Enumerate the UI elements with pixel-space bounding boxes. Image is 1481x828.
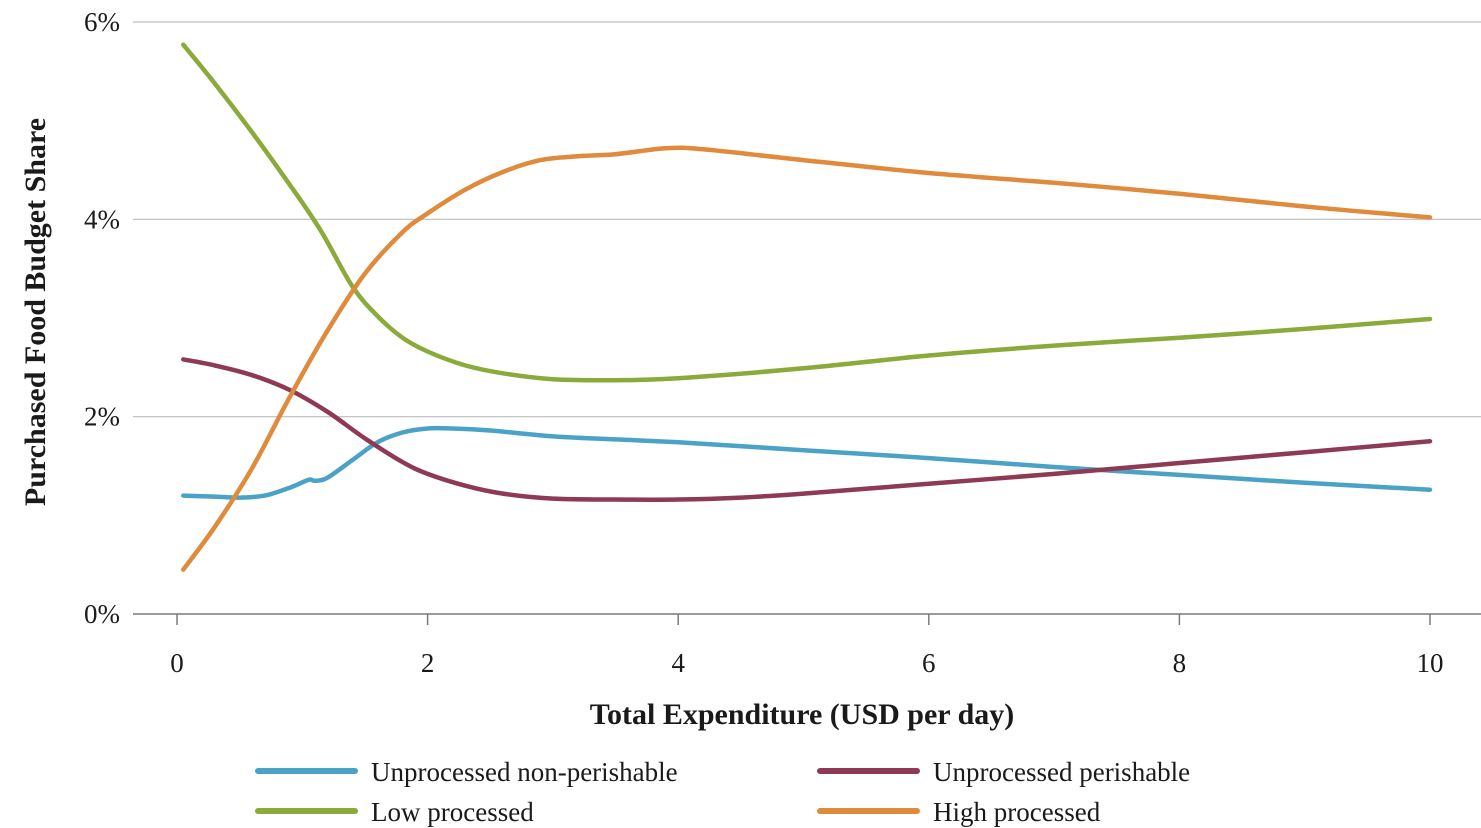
series-lines [181, 42, 1433, 572]
legend-item: Low processed [255, 797, 534, 827]
y-tick-label: 4% [84, 204, 120, 234]
legend-label: Low processed [371, 797, 534, 827]
y-tick-labels: 0% 2% 4% 6% [84, 7, 120, 629]
legend: Unprocessed non-perishable Unprocessed pe… [255, 757, 1190, 827]
legend-item: Unprocessed perishable [817, 757, 1190, 787]
series-line-unprocessed-perishable [181, 357, 1433, 502]
x-tick-label: 6 [922, 648, 936, 678]
series-line-high-processed [181, 145, 1433, 572]
x-axis-title: Total Expenditure (USD per day) [590, 698, 1015, 731]
x-tick-labels: 0 2 4 6 8 10 [170, 648, 1443, 678]
x-tick-label: 2 [421, 648, 435, 678]
legend-label: High processed [933, 797, 1101, 827]
y-tick-label: 6% [84, 7, 120, 37]
legend-label: Unprocessed non-perishable [371, 757, 678, 787]
x-tick-label: 4 [671, 648, 685, 678]
series-line-low-processed [181, 42, 1433, 383]
gridlines [133, 21, 1481, 418]
legend-item: Unprocessed non-perishable [255, 757, 678, 787]
y-tick-label: 0% [84, 599, 120, 629]
x-tick-label: 8 [1173, 648, 1187, 678]
x-tick-label: 10 [1417, 648, 1444, 678]
x-tick-label: 0 [170, 648, 184, 678]
y-tick-label: 2% [84, 402, 120, 432]
x-axis [133, 613, 1481, 625]
series-line-unprocessed-non-perishable [181, 425, 1433, 500]
y-axis-title: Purchased Food Budget Share [19, 118, 52, 506]
legend-item: High processed [817, 797, 1101, 827]
legend-label: Unprocessed perishable [933, 757, 1190, 787]
